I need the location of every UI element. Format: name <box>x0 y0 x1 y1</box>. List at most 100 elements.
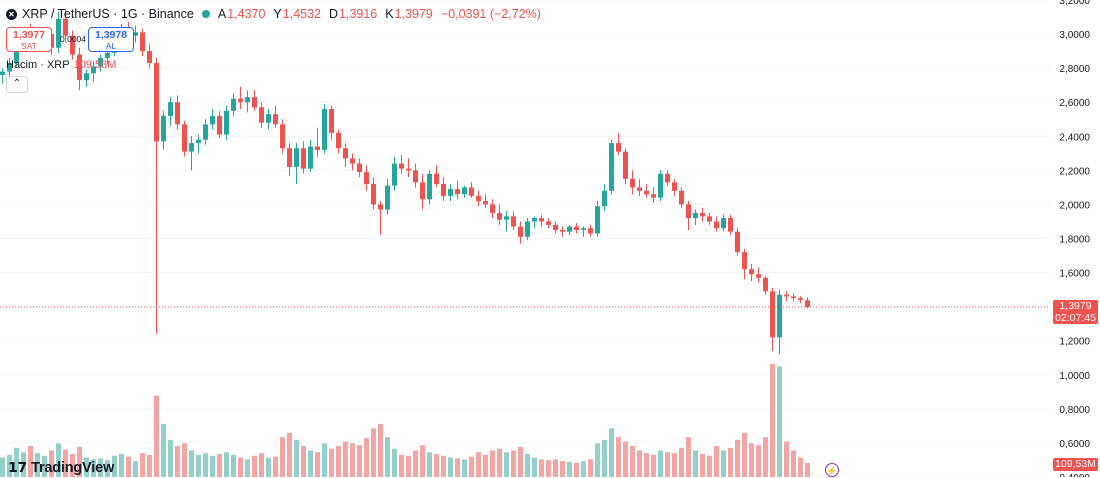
volume-tag: 109,53M <box>1053 458 1098 471</box>
volume-bar <box>602 439 607 477</box>
candle-body <box>686 204 691 219</box>
price-tick-label: 2,8000 <box>1059 64 1090 75</box>
lightning-icon[interactable]: ⚡ <box>825 463 839 477</box>
candle-body <box>441 183 446 196</box>
last-price-value: 1,3979 <box>1059 300 1092 312</box>
sell-button[interactable]: 1,3977 SAT <box>6 27 52 52</box>
candle-body <box>231 98 236 111</box>
candle-body <box>805 300 810 308</box>
volume-legend-label: Hacim · XRP <box>6 59 70 71</box>
volume-bars <box>0 363 810 477</box>
candle-body <box>56 18 61 48</box>
candle-body <box>609 143 614 191</box>
volume-bar <box>588 459 593 477</box>
volume-bar <box>252 455 257 477</box>
candle-body <box>357 163 362 173</box>
volume-bar <box>441 455 446 477</box>
volume-bar <box>315 452 320 477</box>
candle-body <box>217 115 222 135</box>
volume-bar <box>497 448 502 477</box>
candle-body <box>707 216 712 222</box>
volume-bar <box>679 447 684 477</box>
open-value: 1,4370 <box>227 7 266 21</box>
price-tick-label: 3,0000 <box>1059 30 1090 41</box>
candle-body <box>147 51 152 64</box>
price-tick-label: 2,6000 <box>1059 98 1090 109</box>
candle-body <box>259 107 264 123</box>
candle-body <box>385 185 390 210</box>
candle-body <box>294 148 299 167</box>
volume-bar <box>189 450 194 477</box>
candle-body <box>140 32 145 52</box>
volume-bar <box>378 423 383 477</box>
volume-bar <box>490 450 495 477</box>
symbol-title[interactable]: XRP / TetherUS · 1G · Binance <box>22 7 194 21</box>
market-status-icon[interactable] <box>201 10 210 18</box>
volume-bar <box>714 446 719 477</box>
volume-bar <box>126 456 131 477</box>
candle-body <box>469 187 474 196</box>
volume-bar <box>693 450 698 477</box>
price-tick-label: 3,2000 <box>1059 0 1090 7</box>
candle-body <box>546 221 551 225</box>
candle-body <box>98 57 103 67</box>
candle-body <box>7 63 12 72</box>
volume-bar <box>259 453 264 477</box>
candle-body <box>511 216 516 227</box>
candle-body <box>721 218 726 229</box>
volume-bar <box>756 445 761 477</box>
volume-bar <box>287 432 292 477</box>
candle-body <box>665 173 670 183</box>
candle-body <box>525 221 530 237</box>
volume-bar <box>217 454 222 477</box>
price-tick-label: 2,2000 <box>1059 166 1090 177</box>
high-label: Y <box>273 7 282 21</box>
volume-bar <box>525 454 530 477</box>
volume-bar <box>805 462 810 477</box>
candle-body <box>693 212 698 219</box>
volume-bar <box>784 441 789 477</box>
buy-label: AL <box>105 41 117 51</box>
volume-bar <box>63 449 68 477</box>
volume-bar <box>735 439 740 477</box>
volume-bar <box>770 363 775 477</box>
candle-body <box>490 204 495 213</box>
volume-bar <box>595 443 600 477</box>
collapse-legend-button[interactable]: ⌃ <box>6 76 28 93</box>
volume-bar <box>70 454 75 477</box>
volume-bar <box>707 455 712 477</box>
candle-body <box>70 35 75 55</box>
volume-bar <box>728 447 733 477</box>
volume-bar <box>385 437 390 477</box>
candle-body <box>714 221 719 229</box>
volume-bar <box>175 446 180 477</box>
volume-bar <box>630 446 635 477</box>
buy-price: 1,3978 <box>94 29 128 41</box>
candle-body <box>455 189 460 195</box>
volume-bar <box>574 462 579 477</box>
candle-body <box>350 158 355 164</box>
candle-body <box>763 277 768 292</box>
candle-body <box>105 52 110 58</box>
price-axis[interactable]: 3,2000 3,0000 2,8000 2,6000 2,4000 2,2000 2,00… <box>1059 0 1090 477</box>
volume-bar <box>420 445 425 477</box>
candle-body <box>77 54 82 81</box>
candle-body <box>161 115 166 142</box>
change-value: −0,0391 (−2,72%) <box>440 7 541 21</box>
volume-bar <box>721 450 726 477</box>
volume-bar <box>7 454 12 477</box>
candle-body <box>595 206 600 234</box>
chevron-up-icon: ⌃ <box>12 78 22 89</box>
volume-bar <box>434 454 439 477</box>
volume-bar <box>343 441 348 477</box>
candle-body <box>623 151 628 179</box>
volume-bar <box>742 432 747 477</box>
volume-bar <box>224 452 229 477</box>
volume-bar <box>392 448 397 477</box>
volume-bar <box>133 461 138 477</box>
volume-bar <box>56 443 61 477</box>
tradingview-logo[interactable]: 𝟭𝟳 TradingView <box>8 459 114 476</box>
candle-body <box>742 252 747 270</box>
buy-button[interactable]: 1,3978 AL <box>88 27 134 52</box>
